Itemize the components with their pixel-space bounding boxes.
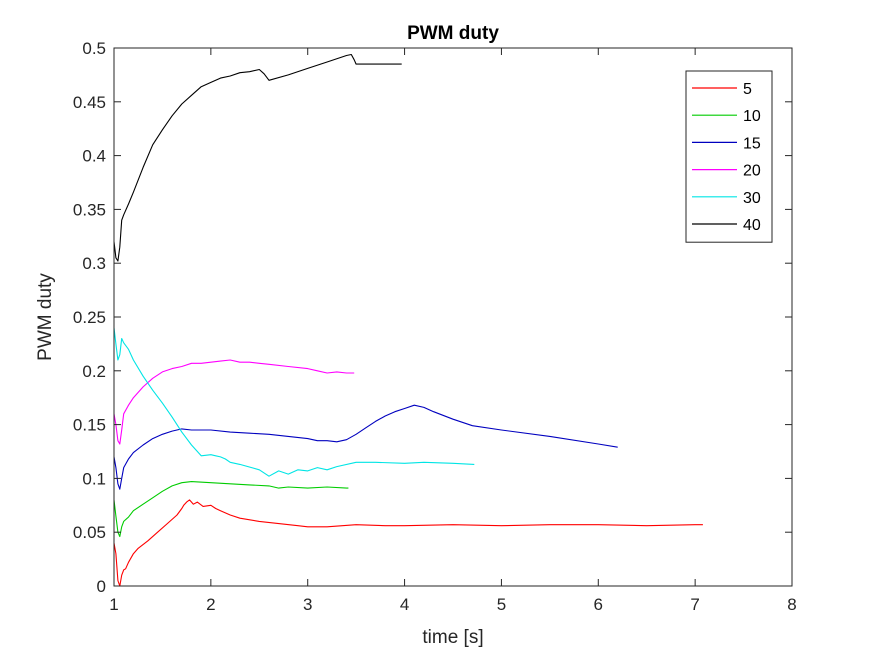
plot-area [114, 48, 792, 586]
y-tick-label: 0.2 [82, 362, 106, 381]
series-line-15 [113, 404, 618, 490]
legend-box [685, 70, 773, 243]
legend-label-40: 40 [743, 217, 761, 234]
legend-label-20: 20 [743, 163, 761, 180]
x-tick-label: 7 [690, 595, 699, 614]
y-tick-label: 0.5 [82, 39, 106, 58]
y-tick-label: 0.15 [73, 416, 106, 435]
series-line-20 [113, 359, 355, 445]
legend: 5 10 15 20 30 40 [685, 70, 773, 243]
y-tick-label: 0.25 [73, 308, 106, 327]
series-line-30 [113, 327, 475, 477]
x-axis-label: time [s] [422, 627, 483, 648]
x-tick-label: 1 [109, 595, 118, 614]
x-tick-label: 5 [497, 595, 506, 614]
y-tick-label: 0.3 [82, 254, 106, 273]
series-line-5 [113, 499, 703, 587]
legend-label-5: 5 [743, 81, 752, 98]
y-axis-label: PWM duty [35, 273, 56, 361]
legend-label-10: 10 [743, 108, 761, 125]
y-tick-label: 0 [97, 577, 106, 596]
y-tick-label: 0.35 [73, 200, 106, 219]
x-tick-label: 8 [787, 595, 796, 614]
x-tick-label: 3 [303, 595, 312, 614]
y-tick-label: 0.4 [82, 147, 106, 166]
ticks-layer: 1 2 3 4 5 6 7 8 0 0.05 0.1 0.15 0.2 0.25 0.3 0.35 0.4 0.4… [73, 39, 797, 614]
x-tick-label: 6 [594, 595, 603, 614]
legend-label-15: 15 [743, 135, 761, 152]
y-tick-label: 0.45 [73, 93, 106, 112]
chart-title: PWM duty [407, 23, 499, 44]
series-line-40 [113, 53, 402, 262]
x-tick-label: 2 [206, 595, 215, 614]
series-line-10 [113, 481, 349, 538]
series-layer [113, 53, 703, 587]
x-tick-label: 4 [400, 595, 409, 614]
legend-label-30: 30 [743, 190, 761, 207]
y-tick-label: 0.05 [73, 523, 106, 542]
y-tick-label: 0.1 [82, 469, 106, 488]
